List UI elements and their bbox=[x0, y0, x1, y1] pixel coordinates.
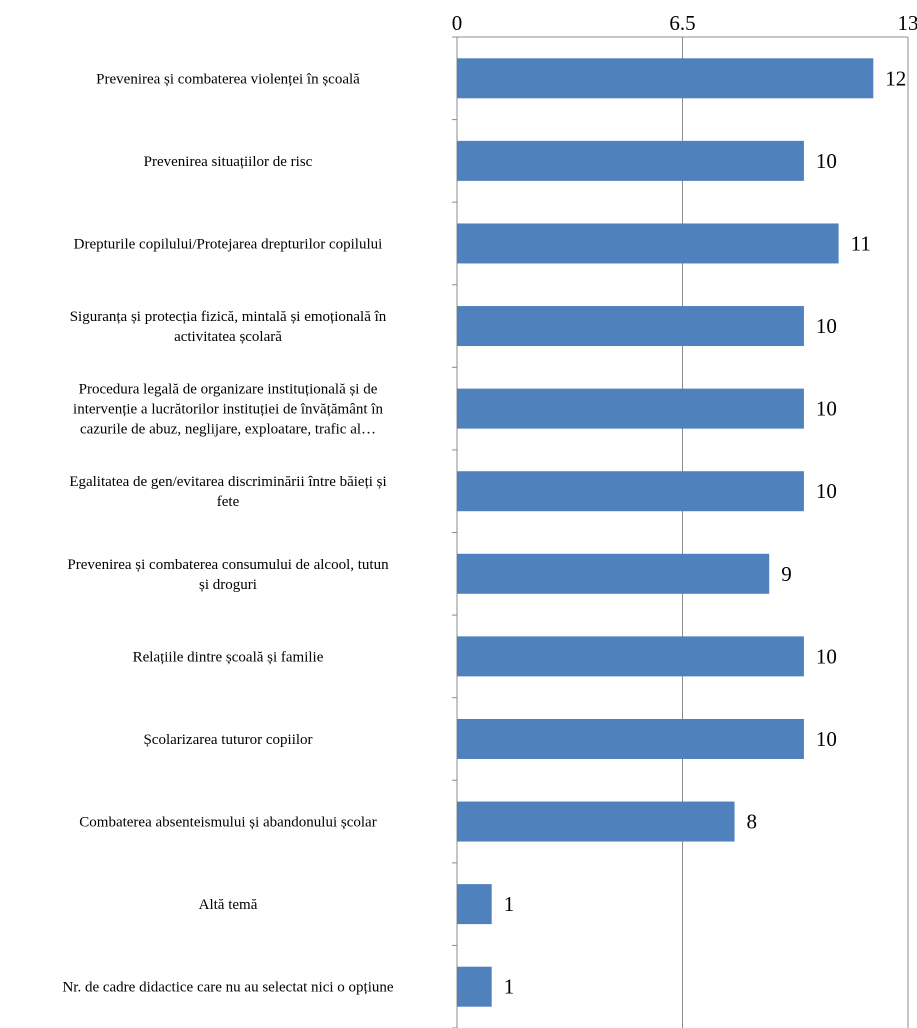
data-label: 1 bbox=[504, 892, 515, 916]
category-label: Siguranța și protecția fizică, mintală ș… bbox=[70, 309, 387, 345]
bar bbox=[457, 884, 492, 925]
x-tick-label: 13 bbox=[898, 11, 917, 35]
label-layer: 0 6.5 13 12 Prevenirea și combaterea violenț… bbox=[62, 11, 917, 999]
data-label: 8 bbox=[747, 810, 758, 834]
x-tick-label: 0 bbox=[452, 11, 463, 35]
bar bbox=[457, 553, 770, 594]
data-label: 9 bbox=[781, 562, 792, 586]
bar bbox=[457, 636, 804, 677]
bar bbox=[457, 471, 804, 512]
data-label: 1 bbox=[504, 975, 515, 999]
data-label: 11 bbox=[851, 231, 871, 255]
category-label: Drepturile copilului/Protejarea drepturi… bbox=[74, 236, 383, 252]
x-tick-label: 6.5 bbox=[669, 11, 695, 35]
data-label: 10 bbox=[816, 149, 837, 173]
bar bbox=[457, 718, 804, 759]
category-label: Prevenirea și combaterea violenței în șc… bbox=[96, 71, 360, 87]
category-label: Școlarizarea tuturor copiilor bbox=[143, 732, 312, 748]
category-label: Prevenirea situațiilor de risc bbox=[144, 154, 313, 170]
bar bbox=[457, 801, 735, 842]
bar bbox=[457, 306, 804, 347]
category-label: Egalitatea de gen/evitarea discriminării… bbox=[69, 474, 386, 510]
category-label: Prevenirea și combaterea consumului de a… bbox=[67, 557, 389, 593]
category-label: Procedura legală de organizare instituți… bbox=[73, 382, 383, 438]
bar bbox=[457, 388, 804, 429]
bar bbox=[457, 966, 492, 1007]
data-label: 10 bbox=[816, 479, 837, 503]
axis-layer bbox=[452, 36, 908, 1028]
data-label: 12 bbox=[885, 66, 906, 90]
bar bbox=[457, 140, 804, 181]
grid-layer bbox=[456, 37, 909, 1028]
data-label: 10 bbox=[816, 314, 837, 338]
category-label: Altă temă bbox=[199, 897, 258, 913]
bar bbox=[457, 223, 839, 264]
data-label: 10 bbox=[816, 397, 837, 421]
category-label: Relațiile dintre școală și familie bbox=[133, 649, 324, 665]
bar bbox=[457, 58, 874, 99]
bar-layer bbox=[457, 58, 874, 1007]
category-label: Nr. de cadre didactice care nu au select… bbox=[62, 980, 393, 996]
data-label: 10 bbox=[816, 644, 837, 668]
data-label: 10 bbox=[816, 727, 837, 751]
category-label: Combaterea absenteismului și abandonului… bbox=[79, 815, 376, 831]
